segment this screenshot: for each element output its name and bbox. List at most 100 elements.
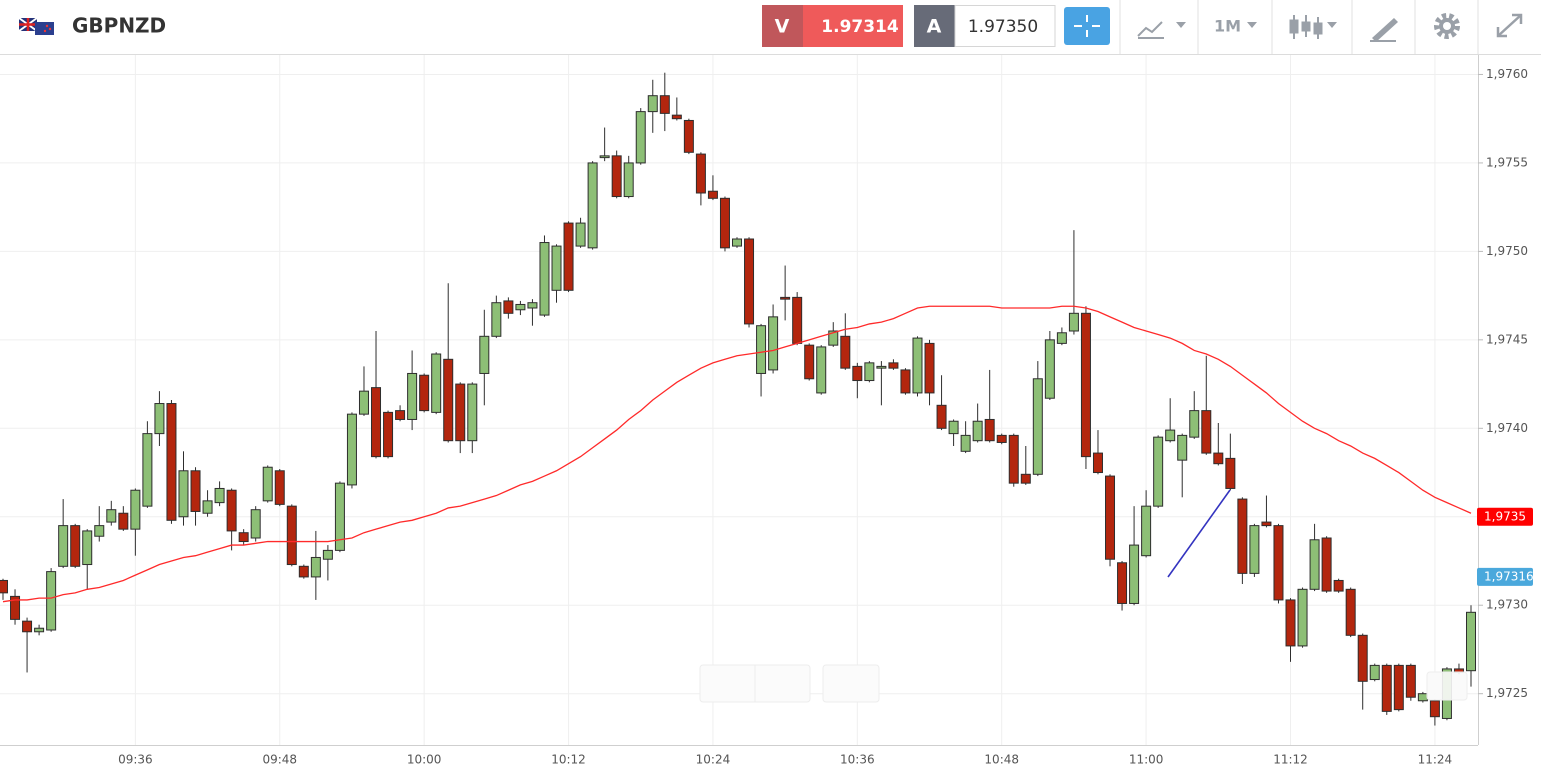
candle-body [1080,312,1091,458]
chart-type-button[interactable] [1137,21,1186,39]
y-tick-label: 1,9755 [1486,155,1528,169]
overlay-controls [699,664,880,703]
candle-body [419,374,430,412]
price-marker [1477,567,1533,586]
timeframe-button[interactable]: 1M [1214,17,1257,36]
y-tick-label: 1,9750 [1486,244,1528,258]
timeframe: 1M [1214,17,1241,36]
candle-body [864,362,875,382]
candle-body [455,383,466,442]
candle-body [599,155,610,159]
candle-body [768,316,779,371]
buy-price: 1.97350 [968,17,1038,37]
candle-body [34,627,45,633]
candle-body [647,95,658,113]
symbol: GBPNZD [72,14,166,38]
candle-body [491,302,502,337]
candle-body [924,342,935,394]
candle-body [1405,664,1416,698]
candle-body [130,489,141,530]
candle-body [407,372,418,420]
candle-body [1213,452,1224,465]
candle-body [467,383,478,442]
candle-body [443,358,454,442]
fullscreen-button[interactable] [1496,13,1523,38]
drawing-button[interactable] [1370,18,1398,42]
candle-body [876,365,887,369]
candle-body [611,155,622,198]
candle-body [840,335,851,369]
candle-body [1333,579,1344,592]
candle-body [996,434,1007,443]
candle-body [178,470,189,518]
toolbar-dividers [1119,0,1479,54]
candle-body [1044,339,1055,399]
candle-body [960,434,971,452]
candle-body [948,420,959,435]
candle-body [1201,410,1212,454]
axes: 1,9725 1,9730 1,9735 1,9740 1,9745 1,9750 1,97… [118,67,1534,767]
candle-body [431,353,442,413]
candle-body [635,111,646,164]
candle-body [732,238,742,247]
overlay-box [1426,671,1468,701]
candle-body [0,579,8,594]
price-marker [1477,507,1533,526]
candle-body [1429,700,1440,718]
candle-body [683,119,694,153]
candle-body [334,482,345,551]
candle-body [371,387,382,458]
candle-body [804,344,815,380]
candle-body [310,556,321,578]
crosshair-button[interactable] [1064,7,1110,45]
x-tick-label: 10:48 [984,753,1019,767]
x-tick-label: 10:24 [696,753,731,767]
candle-body [1261,521,1272,527]
indicators-button[interactable] [1289,15,1337,39]
candle-body [852,365,863,382]
trend-line-drawing [1167,489,1231,578]
candle-body [262,466,273,502]
candle-body [1177,434,1188,461]
candle-body [1345,588,1356,636]
candle-body [972,420,983,442]
grid [0,55,1478,745]
candle-body [1129,544,1140,604]
buy-button[interactable]: A 1.97350 [914,5,1056,47]
candle-body [1249,525,1260,574]
y-tick-label: 1,9725 [1486,686,1528,700]
candle-body [250,509,261,539]
settings-button[interactable] [1434,13,1460,39]
candle-body [214,487,225,504]
sell-label: V [775,16,790,38]
candle-body [238,532,249,543]
candle-body [527,302,538,309]
x-tick-label: 11:12 [1273,753,1308,767]
candle-body [274,470,285,505]
candle-body [1417,693,1428,702]
candle-body [190,470,201,512]
candle-body [1008,434,1019,484]
candle-body [816,346,827,394]
candle-body [575,222,586,247]
candle-body [1020,473,1031,484]
candle-body [82,530,93,566]
candle-body [503,300,514,314]
candle-body [1056,332,1067,344]
candle-body [1297,588,1308,647]
candle-body [900,369,911,394]
y-tick-label: 1,9740 [1486,421,1528,435]
candle-body [587,162,598,249]
candle-body [118,512,129,530]
sell-button[interactable]: V 1.97314 [762,5,903,47]
candle-body [202,500,213,514]
candle-body [346,413,357,486]
candle-body [395,410,406,420]
candle-body [142,433,153,507]
price-marker-label: 1,9735 [1484,509,1526,523]
candle-body [1153,436,1164,507]
candle-body [1321,537,1332,592]
candle-body [659,95,670,114]
x-tick-label: 10:00 [407,753,442,767]
